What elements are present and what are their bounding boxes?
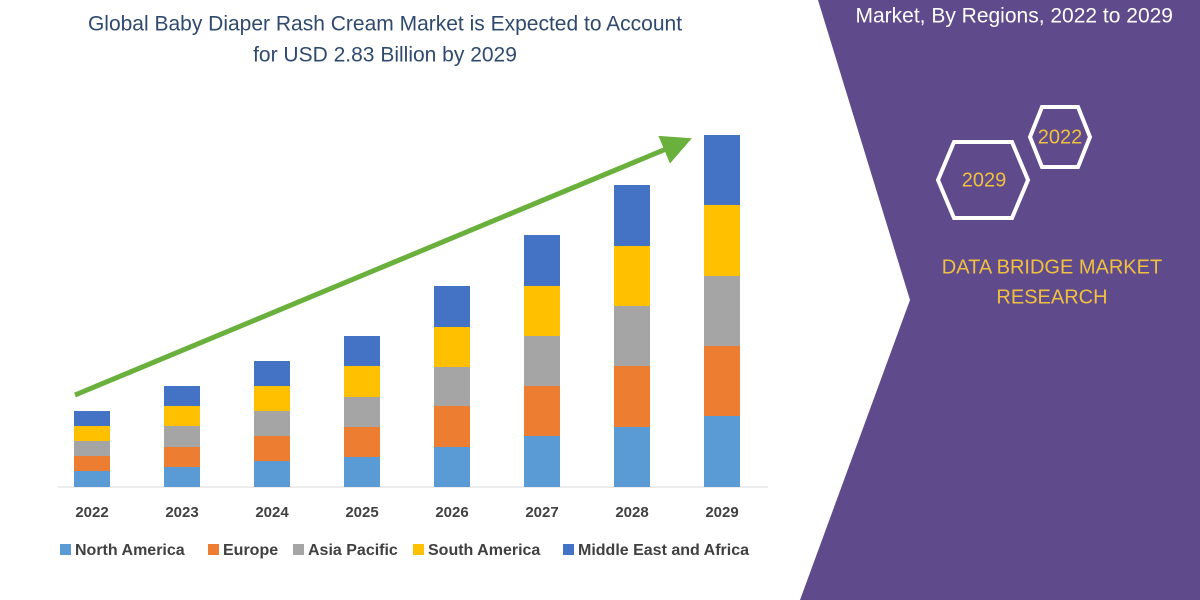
- bar-segment: [614, 246, 650, 306]
- bar-segment: [524, 235, 560, 286]
- bar-segment: [74, 456, 110, 471]
- chart-title: for USD 2.83 Billion by 2029: [253, 44, 517, 67]
- bar-segment: [164, 386, 200, 406]
- bar-segment: [254, 361, 290, 386]
- bar-segment: [164, 426, 200, 447]
- bar-segment: [704, 205, 740, 276]
- bar-segment: [524, 336, 560, 386]
- bar-segment: [704, 276, 740, 346]
- bar-segment: [344, 427, 380, 457]
- bar-segment: [704, 416, 740, 487]
- bar-segment: [254, 411, 290, 436]
- bar-segment: [434, 367, 470, 406]
- legend-swatch: [563, 544, 574, 555]
- x-tick-label: 2029: [705, 504, 738, 521]
- bar-segment: [434, 327, 470, 367]
- brand: RESEARCH: [996, 286, 1107, 308]
- x-tick-label: 2028: [615, 504, 648, 521]
- bar-segment: [344, 336, 380, 366]
- bar-segment: [614, 185, 650, 246]
- x-tick-label: 2025: [345, 504, 378, 521]
- legend-label: South America: [428, 542, 540, 559]
- legend-label: Middle East and Africa: [578, 542, 749, 559]
- x-tick-label: 2026: [435, 504, 468, 521]
- x-tick-label: 2027: [525, 504, 558, 521]
- legend-swatch: [413, 544, 424, 555]
- legend-swatch: [60, 544, 71, 555]
- legend-label: Asia Pacific: [308, 542, 398, 559]
- bar-segment: [74, 426, 110, 441]
- bar-segment: [524, 286, 560, 336]
- legend-swatch: [293, 544, 304, 555]
- bar-segment: [524, 436, 560, 487]
- badge: 2022: [1038, 126, 1083, 148]
- bar-segment: [614, 427, 650, 487]
- bar-segment: [254, 461, 290, 487]
- bar-segment: [344, 366, 380, 397]
- bar-segment: [704, 346, 740, 416]
- bar-segment: [164, 467, 200, 487]
- trend-arrow: [74, 135, 692, 398]
- bar-segment: [74, 471, 110, 487]
- bar-segment: [254, 386, 290, 411]
- bar-segment: [704, 135, 740, 205]
- hexagon: [1027, 105, 1093, 169]
- bar-segment: [74, 411, 110, 426]
- brand: DATA BRIDGE MARKET: [942, 256, 1162, 278]
- bar-segment: [434, 406, 470, 447]
- bar-segment: [524, 386, 560, 436]
- bar-segment: [614, 306, 650, 366]
- panel-header: Market, By Regions, 2022 to 2029: [855, 5, 1173, 28]
- side-panel: [800, 0, 1200, 600]
- bar-segment: [164, 447, 200, 467]
- bar-segment: [434, 286, 470, 327]
- badge: 2029: [962, 169, 1007, 191]
- bar-segment: [254, 436, 290, 461]
- hexagon: [935, 140, 1031, 220]
- legend-swatch: [208, 544, 219, 555]
- legend-label: North America: [75, 542, 185, 559]
- chart-title: Global Baby Diaper Rash Cream Market is …: [88, 13, 682, 36]
- bar-segment: [344, 457, 380, 487]
- legend-label: Europe: [223, 542, 278, 559]
- bar-segment: [74, 441, 110, 456]
- bar-segment: [344, 397, 380, 427]
- bar-segment: [614, 366, 650, 427]
- x-tick-label: 2023: [165, 504, 198, 521]
- bar-segment: [434, 447, 470, 487]
- bar-segment: [164, 406, 200, 426]
- x-tick-label: 2024: [255, 504, 289, 521]
- x-tick-label: 2022: [75, 504, 108, 521]
